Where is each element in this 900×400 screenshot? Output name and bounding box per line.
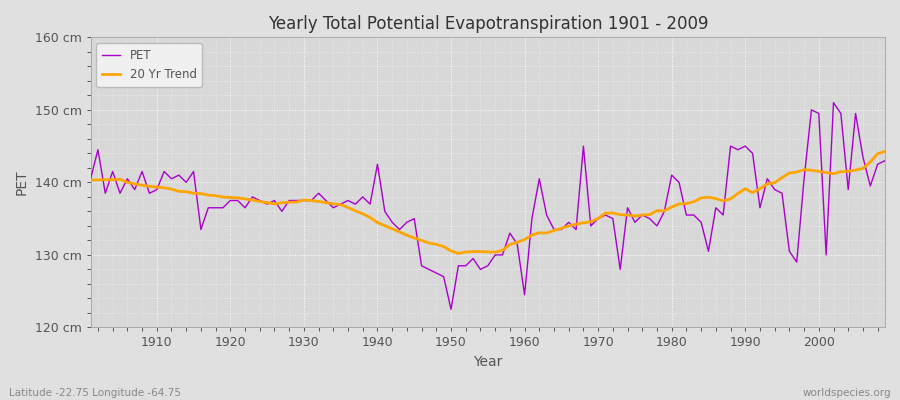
20 Yr Trend <box>306 198 317 203</box>
PET <box>879 158 890 163</box>
20 Yr Trend <box>879 149 890 154</box>
20 Yr Trend <box>519 237 530 242</box>
PET <box>446 307 456 312</box>
PET <box>350 202 361 206</box>
PET <box>828 100 839 105</box>
PET <box>615 267 626 272</box>
20 Yr Trend <box>144 184 155 189</box>
Text: Latitude -22.75 Longitude -64.75: Latitude -22.75 Longitude -64.75 <box>9 388 181 398</box>
Y-axis label: PET: PET <box>15 170 29 195</box>
Legend: PET, 20 Yr Trend: PET, 20 Yr Trend <box>96 43 202 87</box>
PET <box>306 198 317 203</box>
Line: 20 Yr Trend: 20 Yr Trend <box>91 151 885 254</box>
20 Yr Trend <box>350 208 361 213</box>
Text: worldspecies.org: worldspecies.org <box>803 388 891 398</box>
X-axis label: Year: Year <box>473 355 502 369</box>
20 Yr Trend <box>453 251 464 256</box>
20 Yr Trend <box>615 212 626 217</box>
PET <box>144 191 155 196</box>
PET <box>86 176 96 181</box>
Title: Yearly Total Potential Evapotranspiration 1901 - 2009: Yearly Total Potential Evapotranspiratio… <box>267 15 708 33</box>
20 Yr Trend <box>526 233 537 238</box>
20 Yr Trend <box>86 178 96 182</box>
PET <box>526 216 537 221</box>
Line: PET: PET <box>91 103 885 309</box>
PET <box>519 292 530 297</box>
